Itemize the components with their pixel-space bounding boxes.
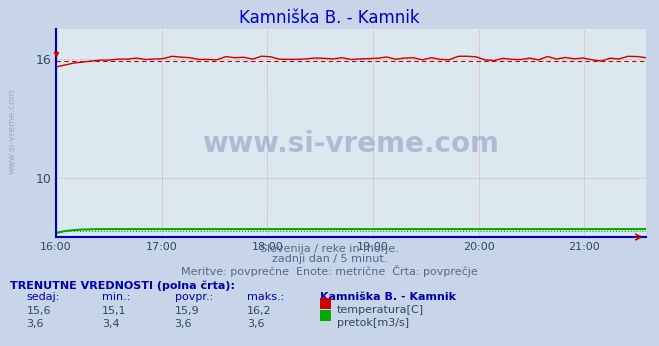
Text: www.si-vreme.com: www.si-vreme.com <box>8 89 17 174</box>
Text: temperatura[C]: temperatura[C] <box>337 305 424 315</box>
Text: TRENUTNE VREDNOSTI (polna črta):: TRENUTNE VREDNOSTI (polna črta): <box>10 280 235 291</box>
Text: Meritve: povprečne  Enote: metrične  Črta: povprečje: Meritve: povprečne Enote: metrične Črta:… <box>181 265 478 277</box>
Text: 3,4: 3,4 <box>102 319 120 329</box>
Text: povpr.:: povpr.: <box>175 292 213 302</box>
Text: min.:: min.: <box>102 292 130 302</box>
Text: 15,9: 15,9 <box>175 306 199 316</box>
Text: 3,6: 3,6 <box>247 319 265 329</box>
Text: maks.:: maks.: <box>247 292 285 302</box>
Text: 16,2: 16,2 <box>247 306 272 316</box>
Text: pretok[m3/s]: pretok[m3/s] <box>337 318 409 328</box>
Text: 3,6: 3,6 <box>26 319 44 329</box>
Text: sedaj:: sedaj: <box>26 292 60 302</box>
Text: www.si-vreme.com: www.si-vreme.com <box>202 130 500 157</box>
Text: Kamniška B. - Kamnik: Kamniška B. - Kamnik <box>239 9 420 27</box>
Text: Slovenija / reke in morje.: Slovenija / reke in morje. <box>260 244 399 254</box>
Text: 15,6: 15,6 <box>26 306 51 316</box>
Text: 3,6: 3,6 <box>175 319 192 329</box>
Text: 15,1: 15,1 <box>102 306 127 316</box>
Text: zadnji dan / 5 minut.: zadnji dan / 5 minut. <box>272 254 387 264</box>
Text: Kamniška B. - Kamnik: Kamniška B. - Kamnik <box>320 292 455 302</box>
